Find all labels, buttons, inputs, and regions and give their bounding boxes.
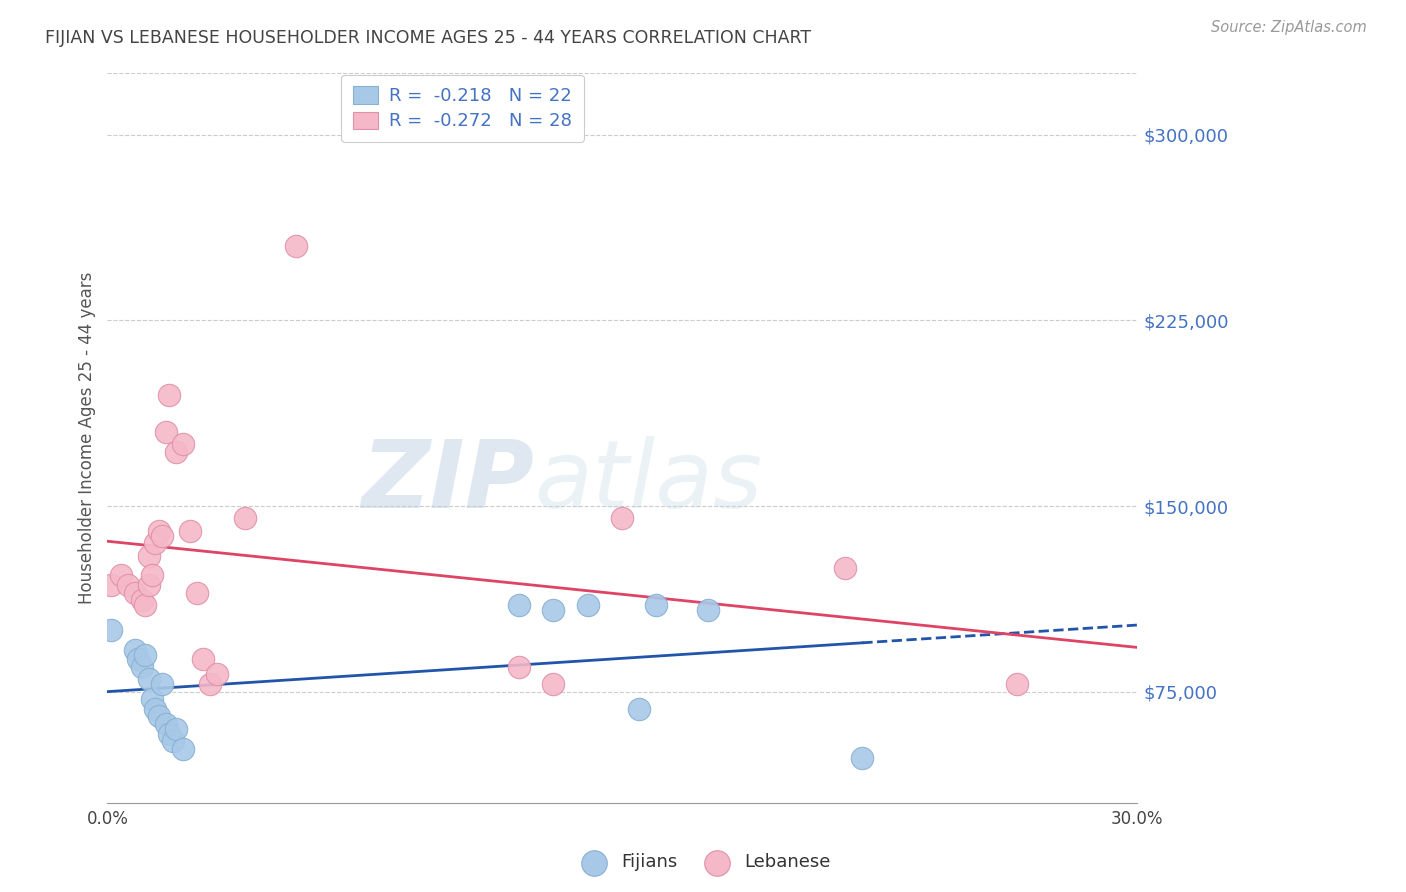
Point	[193, 652, 215, 666]
Point	[150, 529, 173, 543]
Point	[645, 598, 668, 612]
Point	[145, 702, 167, 716]
Point	[186, 585, 208, 599]
Point	[131, 660, 153, 674]
Point	[124, 585, 146, 599]
Point	[100, 623, 122, 637]
Point	[148, 524, 170, 538]
Point	[205, 667, 228, 681]
Point	[165, 444, 187, 458]
Point	[141, 568, 163, 582]
Point	[851, 751, 873, 765]
Point	[543, 677, 565, 691]
Point	[134, 648, 156, 662]
Point	[145, 536, 167, 550]
Point	[117, 578, 139, 592]
Point	[165, 722, 187, 736]
Text: atlas: atlas	[534, 436, 763, 527]
Point	[508, 598, 530, 612]
Point	[628, 702, 651, 716]
Point	[110, 568, 132, 582]
Point	[134, 598, 156, 612]
Text: Source: ZipAtlas.com: Source: ZipAtlas.com	[1211, 20, 1367, 35]
Point	[157, 387, 180, 401]
Point	[157, 727, 180, 741]
Point	[138, 673, 160, 687]
Legend: R =  -0.218   N = 22, R =  -0.272   N = 28: R = -0.218 N = 22, R = -0.272 N = 28	[342, 75, 583, 142]
Point	[162, 734, 184, 748]
Point	[543, 603, 565, 617]
Legend: Fijians, Lebanese: Fijians, Lebanese	[568, 847, 838, 879]
Point	[200, 677, 222, 691]
Point	[172, 741, 194, 756]
Text: ZIP: ZIP	[361, 436, 534, 528]
Point	[172, 437, 194, 451]
Point	[150, 677, 173, 691]
Point	[138, 578, 160, 592]
Point	[155, 425, 177, 439]
Point	[141, 692, 163, 706]
Point	[127, 652, 149, 666]
Point	[576, 598, 599, 612]
Point	[233, 511, 256, 525]
Text: FIJIAN VS LEBANESE HOUSEHOLDER INCOME AGES 25 - 44 YEARS CORRELATION CHART: FIJIAN VS LEBANESE HOUSEHOLDER INCOME AG…	[45, 29, 811, 46]
Point	[285, 239, 308, 253]
Point	[508, 660, 530, 674]
Y-axis label: Householder Income Ages 25 - 44 years: Householder Income Ages 25 - 44 years	[79, 272, 96, 604]
Point	[155, 716, 177, 731]
Point	[131, 593, 153, 607]
Point	[610, 511, 633, 525]
Point	[148, 709, 170, 723]
Point	[138, 549, 160, 563]
Point	[100, 578, 122, 592]
Point	[696, 603, 718, 617]
Point	[1005, 677, 1028, 691]
Point	[834, 561, 856, 575]
Point	[179, 524, 201, 538]
Point	[124, 642, 146, 657]
